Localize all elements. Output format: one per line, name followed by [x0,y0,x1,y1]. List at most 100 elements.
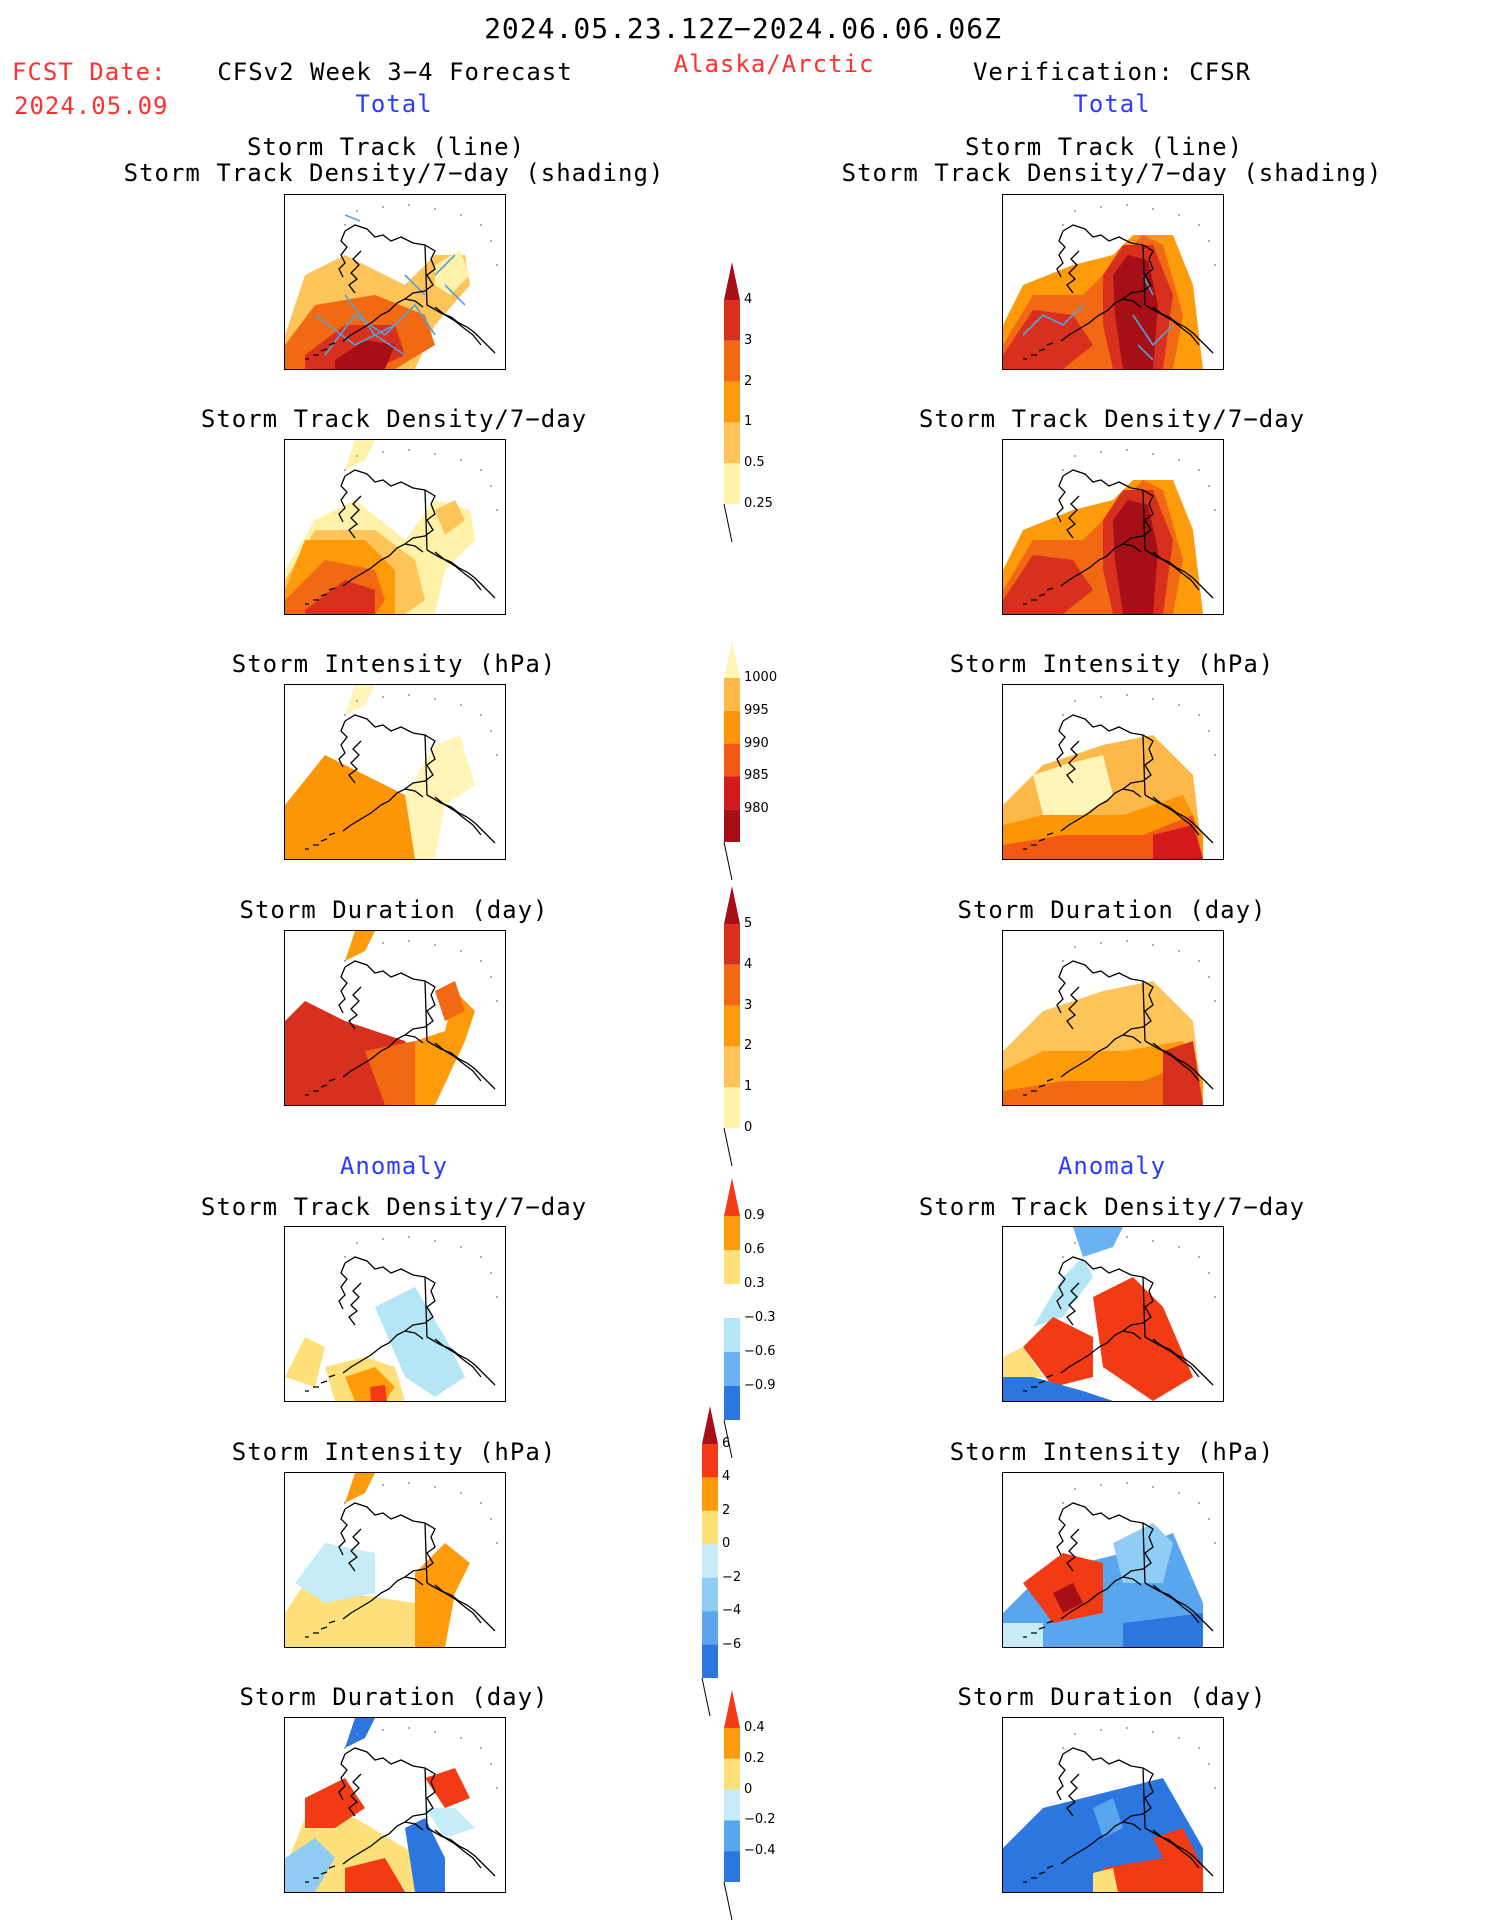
colorbar-tick-label: 0 [744,1781,753,1797]
colorbar-segment [724,809,740,842]
colorbar-tip [724,1690,740,1728]
colorbar-segment [724,1005,740,1047]
colorbar-duration-total [723,886,740,1166]
colorbar-segment [724,1250,740,1284]
colorbar-tick-label: 990 [744,735,769,751]
title-right-intensity: Storm Intensity (hPa) [949,650,1275,678]
title-left-duration: Storm Duration (day) [239,896,549,924]
right-anomaly-label: Anomaly [1057,1152,1167,1180]
title-left-track-line: Storm Track (line) [246,133,526,161]
model-title: CFSv2 Week 3−4 Forecast [217,58,573,86]
colorbar-density-total [723,262,740,542]
colorbar-tick-label: −4 [722,1603,742,1619]
colorbar-tick-label: −0.3 [744,1310,776,1325]
right-total-label: Total [1073,90,1151,118]
title-right-anom-intensity: Storm Intensity (hPa) [949,1438,1275,1466]
map-right-anom-density [1002,1226,1224,1402]
map-left-anom-density [284,1226,506,1402]
colorbar-segment [724,924,740,965]
colorbar-tick-label: 0.2 [744,1750,765,1766]
colorbar-tick-label: 0.5 [744,455,765,471]
left-total-label: Total [355,90,433,118]
colorbar-tick-label: 4 [744,292,753,307]
colorbar-segment [702,1477,718,1511]
colorbar-segment [724,1046,740,1088]
colorbar-segment [724,1318,740,1352]
colorbar-tail [701,1677,711,1716]
colorbar-tail [723,1419,733,1458]
colorbar-tail [723,1127,733,1166]
title-left-anom-duration: Storm Duration (day) [239,1683,549,1711]
map-left-duration [284,930,506,1106]
colorbar-segment [724,1386,740,1420]
title-left-track-shading: Storm Track Density/7−day (shading) [123,159,665,187]
colorbar-tick-label: 0.3 [744,1276,765,1291]
colorbar-intensity-anom [701,1406,718,1716]
colorbar-tick-label: 3 [744,332,753,348]
map-left-intensity [284,684,506,860]
colorbar-segment [724,1758,740,1790]
title-right-track-shading: Storm Track Density/7−day (shading) [841,159,1383,187]
title-right-track-line: Storm Track (line) [964,133,1244,161]
colorbar-tick-label: 0.25 [744,496,773,511]
colorbar-tick-label: −2 [722,1569,742,1585]
colorbar-tick-label: 6 [722,1436,731,1451]
colorbar-tail [723,1881,733,1920]
colorbar-tick-label: 3 [744,997,753,1013]
colorbar-segment [724,300,740,341]
colorbar-segment [724,1789,740,1821]
colorbar-tick-label: 1000 [744,670,778,685]
colorbar-tip [724,640,740,678]
colorbar-tick-label: 0.4 [744,1720,765,1735]
colorbar-segment [702,1544,718,1578]
colorbar-tail [723,841,733,880]
colorbar-tip [724,262,740,300]
title-left-intensity: Storm Intensity (hPa) [231,650,557,678]
colorbar-tick-label: 0 [722,1536,731,1552]
colorbar-tick-label: 0.6 [744,1242,765,1257]
colorbar-tick-label: 1 [744,414,753,430]
map-left-anom-duration [284,1717,506,1893]
title-right-anom-duration: Storm Duration (day) [957,1683,1267,1711]
fcst-date-value: 2024.05.09 [14,92,169,120]
title-left-density: Storm Track Density/7−day [200,405,588,433]
colorbar-segment [724,1851,740,1882]
map-left-anom-intensity [284,1472,506,1648]
colorbar-intensity-total [723,640,740,880]
left-anomaly-label: Anomaly [339,1152,449,1180]
colorbar-segment [724,422,740,464]
map-right-density [1002,439,1224,615]
title-left-anom-intensity: Storm Intensity (hPa) [231,1438,557,1466]
colorbar-segment [724,1216,740,1250]
colorbar-segment [724,1728,740,1759]
colorbar-segment [724,710,740,744]
title-left-anom-density: Storm Track Density/7−day [200,1193,588,1221]
colorbar-tail [723,503,733,542]
colorbar-tick-label: −6 [722,1636,742,1652]
date-range-title: 2024.05.23.12Z−2024.06.06.06Z [484,12,1002,45]
colorbar-segment [702,1510,718,1545]
colorbar-segment [724,678,740,711]
colorbar-tip [724,1178,740,1216]
colorbar-segment [724,1087,740,1128]
colorbar-tick-label: −0.6 [744,1344,776,1359]
map-right-duration [1002,930,1224,1106]
colorbar-segment [724,340,740,382]
map-left-density [284,439,506,615]
colorbar-duration-anom [723,1690,740,1920]
colorbar-tick-label: −0.2 [744,1812,776,1828]
map-right-anom-intensity [1002,1472,1224,1648]
map-right-anom-duration [1002,1717,1224,1893]
map-right-track-line [1002,194,1224,370]
colorbar-segment [702,1611,718,1645]
verification-label: Verification: CFSR [972,58,1252,86]
colorbar-segment [724,776,740,810]
colorbar-segment [724,1820,740,1852]
colorbar-tick-label: −0.9 [744,1378,776,1393]
colorbar-density-anom [723,1178,740,1458]
map-right-intensity [1002,684,1224,860]
colorbar-tick-label: −0.4 [744,1843,776,1859]
colorbar-segment [702,1444,718,1478]
colorbar-segment [724,1352,740,1386]
colorbar-tick-label: 995 [744,702,769,718]
